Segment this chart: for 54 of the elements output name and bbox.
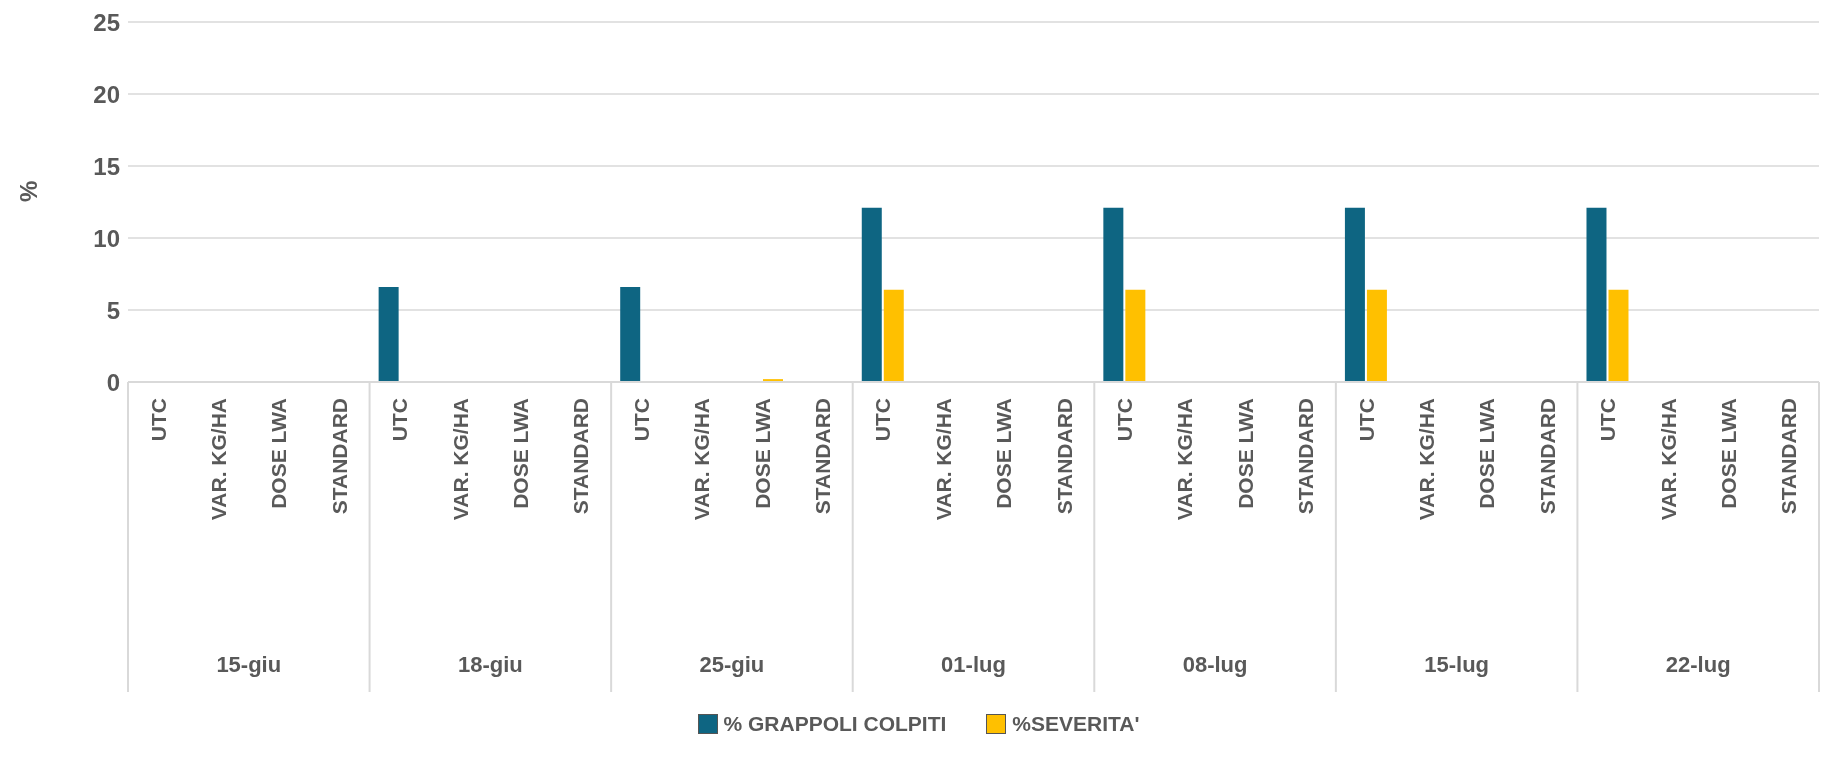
text: 01-lug [940, 652, 1007, 678]
text: 25-giu [698, 652, 766, 678]
bar [1344, 207, 1365, 382]
legend-label: %SEVERITA' [1012, 712, 1140, 736]
bar [1103, 207, 1124, 382]
bar [1586, 207, 1607, 382]
bar [1125, 289, 1146, 382]
text: 22-lug [1664, 652, 1732, 678]
x-tick-label: VAR. KG/HA [1656, 398, 1680, 521]
bar [883, 289, 904, 382]
x-tick-label: UTC [1112, 398, 1136, 442]
y-tick-label: 15 [93, 152, 120, 180]
x-tick-label: DOSE LWA [750, 398, 774, 509]
x-tick-label: STANDARD [811, 398, 835, 515]
text: 15-giu [215, 652, 283, 678]
x-tick-label: VAR. KG/HA [207, 398, 231, 521]
text: 18-giu [456, 652, 524, 678]
y-tick-label: 0 [106, 368, 120, 396]
bar [620, 286, 641, 382]
x-tick-label: STANDARD [569, 398, 593, 515]
x-tick-label: VAR. KG/HA [448, 398, 472, 521]
x-tick-label: DOSE LWA [1716, 398, 1740, 509]
bar [1608, 289, 1629, 382]
x-tick-label: UTC [871, 398, 895, 442]
x-tick-label: DOSE LWA [992, 398, 1016, 509]
x-tick-label: DOSE LWA [1233, 398, 1257, 509]
x-tick-label: STANDARD [1777, 398, 1801, 515]
x-tick-label: DOSE LWA [1475, 398, 1499, 509]
x-tick-label: VAR. KG/HA [1173, 398, 1197, 521]
x-tick-label: DOSE LWA [509, 398, 533, 509]
x-tick-label: UTC [1354, 398, 1378, 442]
legend-label: % GRAPPOLI COLPITI [723, 712, 947, 736]
x-tick-label: VAR. KG/HA [1414, 398, 1438, 521]
y-axis-title: % [14, 180, 42, 202]
y-tick-label: 25 [93, 8, 120, 36]
x-tick-label: STANDARD [1535, 398, 1559, 515]
x-tick-label: STANDARD [327, 398, 351, 515]
y-tick-label: 10 [93, 224, 120, 252]
y-tick-label: 20 [93, 80, 120, 108]
bar [378, 286, 399, 382]
y-tick-label: 5 [106, 296, 120, 324]
bar [1366, 289, 1387, 382]
x-tick-label: VAR. KG/HA [690, 398, 714, 521]
bar [861, 207, 882, 382]
x-tick-label: STANDARD [1052, 398, 1076, 515]
x-tick-label: UTC [1596, 398, 1620, 442]
x-tick-label: UTC [388, 398, 412, 442]
x-tick-label: DOSE LWA [267, 398, 291, 509]
x-tick-label: UTC [146, 398, 170, 442]
text: 15-lug [1423, 652, 1490, 678]
x-tick-label: UTC [629, 398, 653, 442]
x-tick-label: STANDARD [1294, 398, 1318, 515]
text: 08-lug [1181, 652, 1249, 678]
x-tick-label: VAR. KG/HA [931, 398, 955, 521]
